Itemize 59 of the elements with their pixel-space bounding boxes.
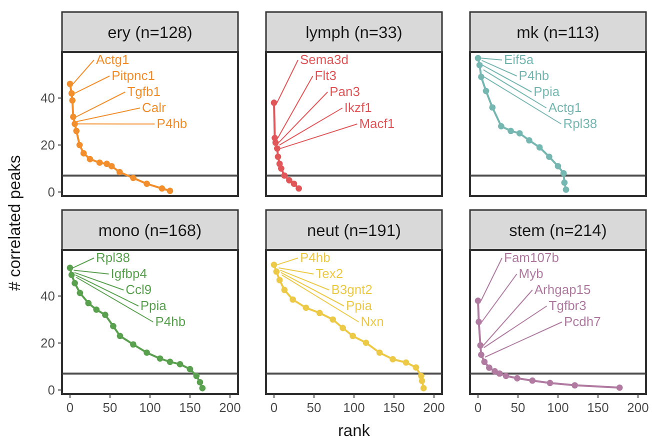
x-tick-label: 100 [139, 400, 161, 415]
x-tick-label: 0 [270, 400, 278, 415]
annotation: Tex2 [316, 266, 344, 281]
annotation: Pcdh7 [564, 314, 601, 329]
x-tick-label: 50 [102, 400, 118, 415]
y-tick-label: 20 [40, 138, 55, 153]
x-tick-label: 150 [587, 400, 609, 415]
x-tick-label: 0 [474, 400, 482, 415]
y-axis-title: # correlated peaks [6, 155, 24, 291]
annotation: Pan3 [330, 84, 360, 99]
x-tick-label: 200 [423, 400, 445, 415]
annotation: Rpl38 [96, 250, 130, 265]
chart-title: mk (n=113) [516, 24, 600, 42]
annotation: Ppia [140, 298, 168, 313]
x-tick-label: 0 [66, 400, 74, 415]
chart-title: mono (n=168) [98, 222, 202, 240]
chart-title: neut (n=191) [306, 222, 402, 240]
annotation: Igfbp4 [110, 266, 147, 281]
annotation: P4hb [300, 250, 330, 265]
x-tick-label: 150 [383, 400, 405, 415]
annotation: Ppia [346, 298, 373, 313]
annotation: Flt3 [314, 68, 336, 83]
y-tick-label: 0 [48, 382, 55, 398]
annotation: Ppia [534, 84, 560, 99]
y-tick-label: 40 [40, 288, 55, 304]
chart-title: lymph (n=33) [306, 24, 402, 42]
x-tick-label: 50 [510, 400, 526, 415]
annotation: Tgfbr3 [548, 298, 586, 313]
x-tick-label: 50 [306, 400, 322, 415]
chart-title: stem (n=214) [509, 222, 607, 240]
x-tick-label: 200 [627, 400, 649, 415]
x-tick-label: 100 [547, 400, 569, 415]
annotation: Actg1 [96, 52, 130, 67]
annotation: P4hb [155, 314, 186, 329]
annotation: Arhgap15 [534, 282, 591, 297]
chart-title: ery (n=128) [108, 24, 192, 42]
x-tick-label: 200 [219, 400, 241, 415]
annotation: Myb [518, 266, 544, 281]
annotation: Ikzf1 [344, 100, 372, 115]
annotation: Eif5a [504, 52, 534, 67]
annotation: Macf1 [359, 116, 395, 131]
annotation: B3gnt2 [331, 282, 372, 297]
annotation: Calr [142, 100, 167, 115]
annotation: Sema3d [300, 52, 348, 67]
y-tick-label: 40 [40, 90, 55, 106]
x-axis-title: rank [338, 422, 371, 440]
y-tick-label: 20 [40, 336, 55, 351]
annotation: Actg1 [548, 100, 582, 115]
x-tick-label: 150 [179, 400, 201, 415]
x-tick-label: 100 [343, 400, 365, 415]
annotation: P4hb [518, 68, 550, 83]
y-tick-label: 0 [48, 184, 55, 200]
annotation: P4hb [156, 116, 188, 131]
annotation: Nxn [360, 314, 384, 329]
annotation: Rpl38 [563, 116, 598, 131]
annotation: Tgfb1 [127, 84, 160, 99]
annotation: Ccl9 [126, 282, 152, 297]
annotation: Pitpnc1 [112, 68, 155, 83]
annotation: Fam107b [504, 250, 559, 265]
